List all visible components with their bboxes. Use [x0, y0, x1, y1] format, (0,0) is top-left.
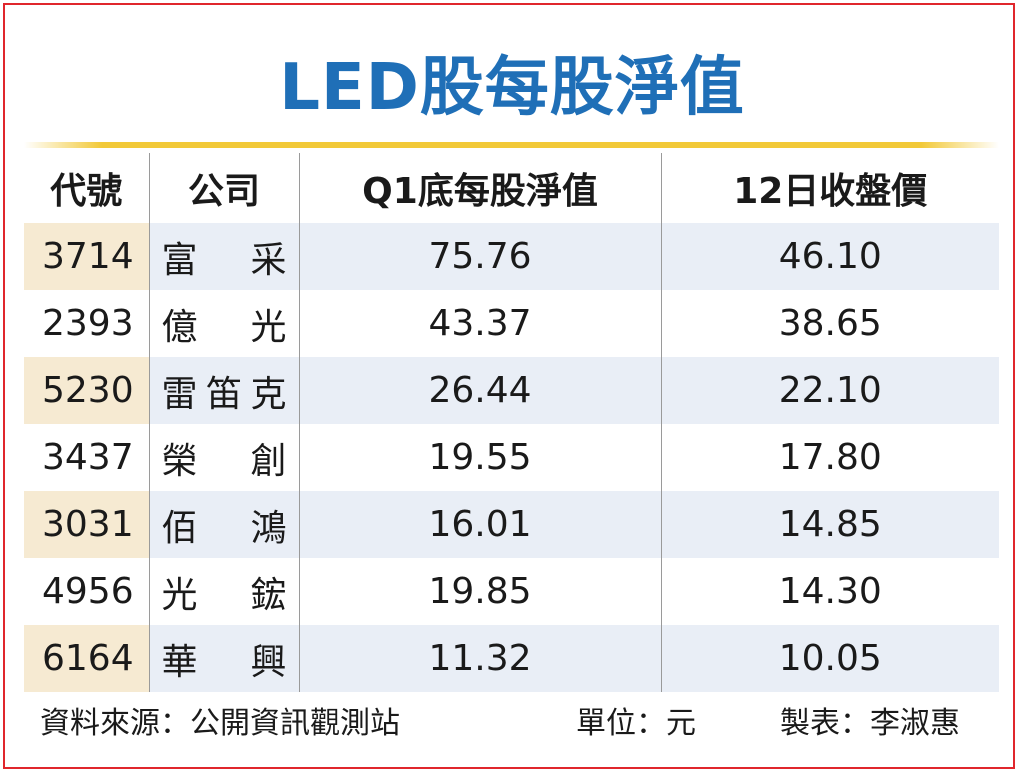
title-divider [24, 142, 999, 148]
cell-code: 5230 [24, 357, 149, 424]
cell-company: 榮創 [148, 424, 299, 491]
cell-nav: 19.55 [298, 424, 661, 491]
company-char: 富 [161, 239, 198, 281]
cell-close: 14.30 [660, 558, 999, 625]
company-char: 佰 [161, 507, 198, 549]
cell-code: 3437 [42, 437, 134, 478]
outer-frame [3, 3, 1015, 769]
company-char: 光 [161, 574, 198, 616]
company-char: 創 [250, 440, 287, 482]
company-name: 榮創 [162, 432, 287, 484]
header-nav: Q1底每股淨值 [298, 153, 661, 223]
cell-company: 雷笛克 [148, 357, 299, 424]
cell-close: 17.80 [660, 424, 999, 491]
cell-company: 佰鴻 [148, 491, 299, 558]
company-char: 億 [161, 306, 198, 348]
data-table: 代號 公司 Q1底每股淨值 12日收盤價 3714 富采 75.76 46.10 239… [24, 153, 999, 692]
table-row: 2393 億光 43.37 38.65 [24, 290, 999, 357]
header-close: 12日收盤價 [660, 153, 999, 223]
footer-maker: 製表：李淑惠 [780, 706, 960, 741]
cell-nav: 26.44 [298, 357, 661, 424]
company-name: 億光 [162, 298, 287, 350]
company-char: 興 [250, 641, 287, 683]
header-row: 代號 公司 Q1底每股淨值 12日收盤價 [24, 153, 999, 223]
cell-company: 光鋐 [148, 558, 299, 625]
cell-nav: 16.01 [298, 491, 661, 558]
cell-nav: 19.85 [298, 558, 661, 625]
cell-close: 14.85 [660, 491, 999, 558]
cell-close: 22.10 [660, 357, 999, 424]
company-name: 雷笛克 [162, 365, 287, 417]
table-row: 3714 富采 75.76 46.10 [24, 223, 999, 290]
company-char: 鴻 [250, 507, 287, 549]
company-name: 光鋐 [162, 566, 287, 618]
cell-close: 10.05 [660, 625, 999, 692]
cell-company: 華興 [148, 625, 299, 692]
company-char: 鋐 [250, 574, 287, 616]
header-code: 代號 [50, 171, 123, 212]
company-name: 華興 [162, 633, 287, 685]
table-body: 3714 富采 75.76 46.10 2393 億光 43.37 38.65 5230 雷笛克 2… [24, 223, 999, 692]
cell-nav: 11.32 [298, 625, 661, 692]
table-row: 6164 華興 11.32 10.05 [24, 625, 999, 692]
footer-source: 資料來源：公開資訊觀測站 [40, 706, 400, 741]
company-char: 華 [161, 641, 198, 683]
cell-close: 38.65 [660, 290, 999, 357]
header-company: 公司 [148, 153, 299, 223]
cell-nav: 43.37 [298, 290, 661, 357]
company-char: 采 [250, 239, 287, 281]
company-char: 笛 [205, 373, 242, 415]
company-name: 佰鴻 [162, 499, 287, 551]
table-row: 3031 佰鴻 16.01 14.85 [24, 491, 999, 558]
cell-code: 4956 [42, 571, 134, 612]
footer-unit: 單位：元 [576, 706, 696, 741]
company-char: 雷 [161, 373, 198, 415]
table-row: 4956 光鋐 19.85 14.30 [24, 558, 999, 625]
cell-code: 3714 [24, 223, 149, 290]
chart-title: LED股每股淨值 [279, 51, 745, 125]
company-char: 榮 [161, 440, 198, 482]
cell-company: 億光 [148, 290, 299, 357]
company-name: 富采 [162, 231, 287, 283]
cell-close: 46.10 [660, 223, 999, 290]
table-row: 3437 榮創 19.55 17.80 [24, 424, 999, 491]
cell-code: 6164 [24, 625, 149, 692]
cell-code: 2393 [42, 303, 134, 344]
table-row: 5230 雷笛克 26.44 22.10 [24, 357, 999, 424]
cell-nav: 75.76 [298, 223, 661, 290]
cell-company: 富采 [148, 223, 299, 290]
cell-code: 3031 [24, 491, 149, 558]
company-char: 光 [250, 306, 287, 348]
company-char: 克 [250, 373, 287, 415]
